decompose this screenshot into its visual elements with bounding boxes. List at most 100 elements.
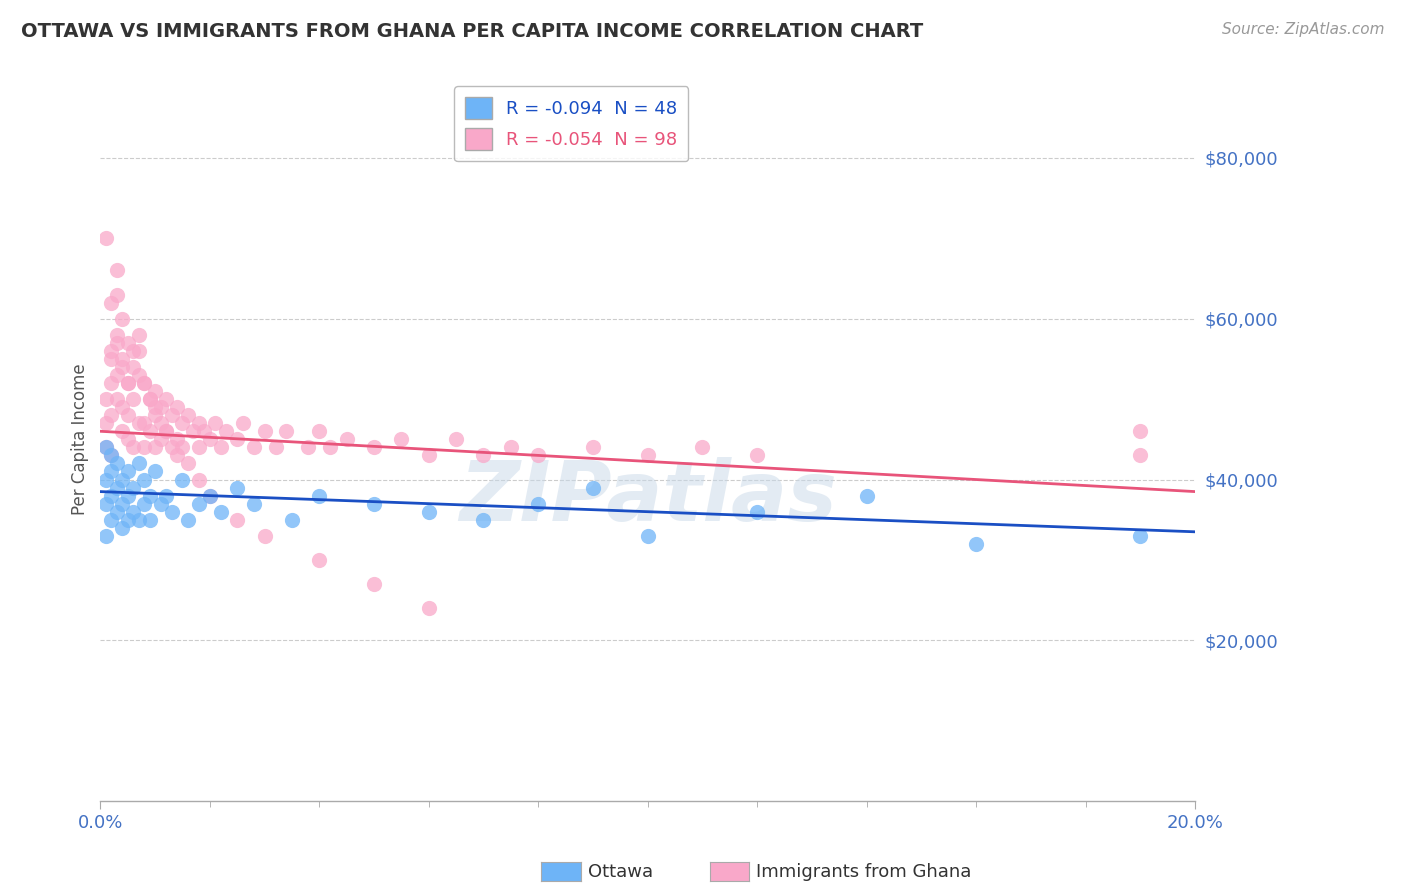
Point: [100, 408, 122, 422]
Point: [582, 441, 605, 455]
Point: [177, 408, 200, 422]
Point: [527, 497, 550, 511]
Point: [276, 424, 298, 438]
Point: [226, 513, 249, 527]
Point: [111, 497, 134, 511]
Point: [204, 416, 226, 430]
Point: [111, 359, 134, 374]
Point: [363, 577, 385, 591]
Point: [143, 441, 166, 455]
Point: [105, 392, 128, 406]
Point: [94, 441, 117, 455]
Point: [444, 433, 467, 447]
Point: [363, 441, 385, 455]
Point: [94, 497, 117, 511]
Text: OTTAWA VS IMMIGRANTS FROM GHANA PER CAPITA INCOME CORRELATION CHART: OTTAWA VS IMMIGRANTS FROM GHANA PER CAPI…: [21, 22, 924, 41]
Point: [1129, 449, 1152, 463]
Point: [855, 489, 877, 503]
Point: [319, 441, 342, 455]
Point: [143, 408, 166, 422]
Point: [143, 465, 166, 479]
Point: [111, 351, 134, 366]
Point: [94, 473, 117, 487]
Text: ZIPatlas: ZIPatlas: [458, 457, 837, 538]
Point: [105, 327, 128, 342]
Point: [198, 489, 221, 503]
Point: [418, 601, 440, 615]
Point: [122, 392, 145, 406]
Point: [128, 513, 150, 527]
Point: [527, 449, 550, 463]
Point: [143, 384, 166, 398]
Point: [105, 368, 128, 382]
Point: [138, 489, 160, 503]
Point: [472, 449, 495, 463]
Point: [187, 441, 209, 455]
Point: [122, 481, 145, 495]
Point: [100, 449, 122, 463]
Point: [177, 457, 200, 471]
Point: [117, 489, 139, 503]
Point: [308, 424, 330, 438]
Point: [100, 295, 122, 310]
Point: [242, 441, 264, 455]
Point: [226, 481, 249, 495]
Point: [692, 441, 714, 455]
Point: [187, 416, 209, 430]
Point: [149, 497, 172, 511]
Point: [105, 263, 128, 277]
Point: [308, 489, 330, 503]
Point: [105, 505, 128, 519]
Point: [105, 335, 128, 350]
Text: Ottawa: Ottawa: [588, 863, 652, 881]
Point: [499, 441, 522, 455]
Point: [100, 351, 122, 366]
Point: [253, 529, 276, 543]
Point: [965, 537, 987, 551]
Point: [100, 343, 122, 358]
Point: [100, 449, 122, 463]
Point: [166, 449, 188, 463]
Point: [187, 473, 209, 487]
Point: [747, 505, 769, 519]
Point: [215, 424, 238, 438]
Point: [336, 433, 359, 447]
Point: [117, 465, 139, 479]
Point: [637, 529, 659, 543]
Point: [166, 433, 188, 447]
Legend: R = -0.094  N = 48, R = -0.054  N = 98: R = -0.094 N = 48, R = -0.054 N = 98: [454, 87, 688, 161]
Point: [155, 424, 177, 438]
Point: [149, 433, 172, 447]
Point: [172, 473, 194, 487]
Point: [134, 376, 156, 390]
Point: [281, 513, 304, 527]
Point: [166, 400, 188, 414]
Point: [172, 416, 194, 430]
Point: [155, 392, 177, 406]
Text: Source: ZipAtlas.com: Source: ZipAtlas.com: [1222, 22, 1385, 37]
Point: [155, 489, 177, 503]
Point: [160, 441, 183, 455]
Point: [747, 449, 769, 463]
Point: [308, 553, 330, 567]
Point: [128, 343, 150, 358]
Point: [418, 449, 440, 463]
Point: [637, 449, 659, 463]
Point: [128, 457, 150, 471]
Point: [100, 489, 122, 503]
Point: [122, 505, 145, 519]
Point: [134, 441, 156, 455]
Point: [155, 424, 177, 438]
Point: [105, 481, 128, 495]
Point: [117, 433, 139, 447]
Point: [389, 433, 412, 447]
Point: [198, 489, 221, 503]
Point: [122, 359, 145, 374]
Point: [122, 343, 145, 358]
Point: [242, 497, 264, 511]
Point: [111, 400, 134, 414]
Point: [209, 441, 232, 455]
Point: [94, 529, 117, 543]
Point: [160, 408, 183, 422]
Point: [264, 441, 287, 455]
